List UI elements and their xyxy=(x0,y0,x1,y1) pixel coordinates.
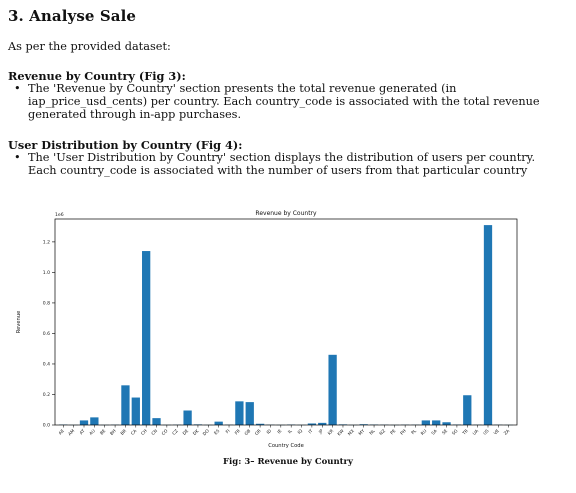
x-tick-label: GB xyxy=(243,428,252,437)
chart-bar xyxy=(421,420,430,425)
chart-bar xyxy=(483,225,493,425)
y-tick-label: 0.8 xyxy=(43,301,50,307)
x-tick-label: JP xyxy=(317,428,325,436)
x-tick-label: BH xyxy=(109,428,118,437)
x-tick-label: ZA xyxy=(503,428,511,436)
x-tick-label: US xyxy=(482,428,491,437)
y-tick-label: 0.0 xyxy=(43,423,50,429)
chart-bar xyxy=(214,421,223,425)
users-section-title: User Distribution by Country (Fig 4): xyxy=(8,138,243,152)
users-bullet-text: The 'User Distribution by Country' secti… xyxy=(28,151,536,177)
x-tick-label: DO xyxy=(202,428,211,437)
chart-bar xyxy=(152,418,161,425)
plot-frame xyxy=(54,218,518,426)
chart-bar xyxy=(255,423,265,425)
x-tick-label: DK xyxy=(192,428,201,437)
x-tick-label: KW xyxy=(336,428,346,438)
x-tick-label: AE xyxy=(57,428,65,436)
y-tick-label: 1.0 xyxy=(43,270,50,276)
y-tick-label: 0.4 xyxy=(43,362,50,368)
revenue-bullet-text: The 'Revenue by Country' section present… xyxy=(28,82,540,121)
bullet-marker: • xyxy=(14,82,21,95)
chart-bar xyxy=(131,397,140,425)
y-axis-label: Revenue xyxy=(16,311,22,334)
x-tick-label: CN xyxy=(150,428,159,437)
x-tick-label: MX xyxy=(347,428,356,437)
x-tick-label: PL xyxy=(410,428,418,436)
chart-bar xyxy=(359,424,368,425)
x-tick-label: FI xyxy=(225,428,232,435)
y-tick-label: 1.2 xyxy=(43,240,50,246)
x-tick-label: ID xyxy=(265,428,273,436)
chart-bar xyxy=(245,402,254,425)
x-tick-label: CO xyxy=(161,428,170,437)
bullet-marker: • xyxy=(14,151,21,164)
x-tick-label: FR xyxy=(234,428,242,436)
x-tick-label: CA xyxy=(130,428,138,436)
x-axis-label: Country Code xyxy=(268,443,304,449)
revenue-section-title: Revenue by Country (Fig 3): xyxy=(8,69,186,83)
x-tick-label: KR xyxy=(327,428,335,436)
chart-bar xyxy=(318,422,327,425)
x-tick-label: CH xyxy=(140,428,149,437)
x-tick-label: ES xyxy=(213,428,221,436)
x-tick-label: VE xyxy=(493,428,501,436)
chart-bar xyxy=(79,420,89,425)
x-tick-label: SG xyxy=(451,428,460,437)
x-tick-label: PE xyxy=(389,428,397,436)
x-tick-label: BE xyxy=(99,428,107,436)
chart-title: Revenue by Country xyxy=(255,210,317,217)
x-tick-label: IL xyxy=(287,428,294,435)
chart-bar xyxy=(90,417,99,425)
x-tick-label: CZ xyxy=(171,428,179,436)
x-tick-label: NZ xyxy=(378,428,387,437)
x-tick-label: PH xyxy=(399,428,407,436)
y-tick-label: 0.6 xyxy=(43,331,50,337)
x-tick-label: MY xyxy=(357,428,366,437)
x-tick-label: UA xyxy=(471,428,480,437)
x-tick-label: DE xyxy=(181,428,190,437)
x-tick-label: NL xyxy=(368,428,377,437)
chart-bar xyxy=(183,410,192,425)
x-tick-label: SA xyxy=(430,428,438,436)
chart-bar xyxy=(235,401,244,425)
x-tick-label: AT xyxy=(78,428,86,436)
chart-bar xyxy=(432,420,441,425)
figure-caption: Fig: 3– Revenue by Country xyxy=(223,457,353,467)
y-offset-label: 1e6 xyxy=(55,212,64,218)
section-heading: 3. Analyse Sale xyxy=(8,7,137,25)
x-tick-label: SE xyxy=(441,428,449,436)
y-tick-label: 0.2 xyxy=(43,392,50,398)
intro-text: As per the provided dataset: xyxy=(8,40,171,53)
chart-bar xyxy=(463,395,472,425)
x-tick-label: AU xyxy=(88,428,97,437)
x-tick-label: GR xyxy=(254,428,263,437)
chart-bar xyxy=(307,423,317,425)
x-tick-label: BR xyxy=(119,428,127,436)
x-tick-label: AM xyxy=(67,428,76,437)
chart-bar xyxy=(328,354,337,425)
chart-bar xyxy=(121,385,130,425)
x-tick-label: TR xyxy=(461,428,470,437)
x-tick-label: IE xyxy=(276,428,283,435)
x-tick-label: RU xyxy=(420,428,429,437)
chart-bar xyxy=(442,422,451,425)
chart-bar xyxy=(142,251,151,425)
x-tick-label: IQ xyxy=(296,428,304,436)
x-tick-label: IT xyxy=(307,428,314,435)
